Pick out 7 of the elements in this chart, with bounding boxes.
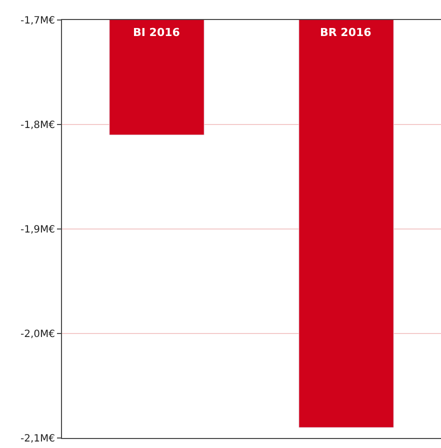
y-tick-label: -1,9M€ <box>20 224 55 236</box>
y-tick-label: -2,0M€ <box>20 329 55 340</box>
y-tick-label: -1,8M€ <box>20 120 55 131</box>
x-tick-label: BR 2016 <box>320 26 372 39</box>
x-tick-label: BI 2016 <box>133 26 180 39</box>
y-tick-label: -2,1M€ <box>20 434 55 444</box>
y-tick-label: -1,7M€ <box>20 16 55 26</box>
